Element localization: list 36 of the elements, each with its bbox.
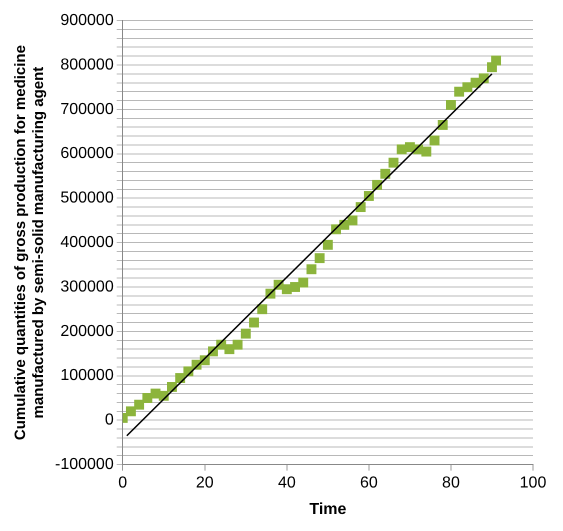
y-tick-label: 900000 [60, 12, 114, 30]
x-tick-label: 20 [196, 474, 214, 492]
point [454, 86, 464, 97]
point [298, 278, 308, 288]
x-axis-title: Time [309, 500, 346, 518]
x-tick-label: 60 [360, 474, 378, 492]
point [306, 264, 316, 274]
point [388, 158, 398, 168]
y-tick-label: 100000 [60, 367, 114, 384]
point [249, 318, 259, 328]
point [134, 400, 144, 410]
point [348, 215, 358, 226]
y-tick-label: 0 [104, 412, 114, 429]
y-tick-label: 200000 [60, 322, 114, 340]
point [314, 253, 325, 264]
y-tick-label: 300000 [60, 278, 114, 296]
point [232, 340, 243, 350]
x-tick-label: 80 [442, 474, 460, 492]
y-tick-label: 400000 [60, 234, 114, 252]
point [446, 100, 456, 110]
point [491, 56, 502, 66]
y-tick-label: 600000 [60, 145, 114, 162]
y-tick-label: 500000 [60, 190, 114, 207]
point [430, 136, 440, 146]
point [322, 240, 333, 250]
y-tick-label: -100000 [55, 456, 114, 474]
x-tick-label: 40 [278, 474, 296, 492]
y-tick-label: 700000 [60, 100, 114, 118]
y-axis-title: Cumulative quantities of gross production for medicine manufactured by semi-solid manufacturing agent [12, 45, 48, 440]
y-tick-label: 800000 [60, 56, 114, 74]
point [240, 328, 251, 339]
point [421, 146, 432, 157]
x-tick-label: 100 [520, 474, 546, 492]
point [126, 406, 136, 416]
point [290, 282, 300, 292]
x-tick-label: 0 [118, 474, 128, 492]
